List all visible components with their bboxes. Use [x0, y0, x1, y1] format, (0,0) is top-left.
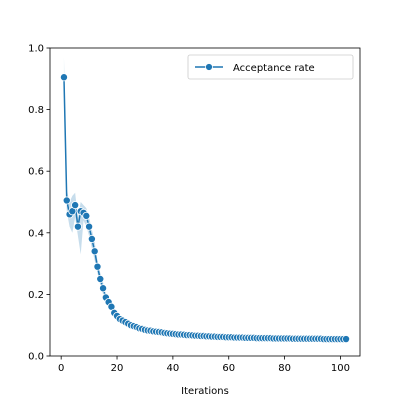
x-tick-label: 80 — [278, 363, 291, 374]
data-point — [73, 222, 82, 231]
x-tick-label: 100 — [331, 363, 350, 374]
data-point — [62, 196, 71, 205]
data-point — [342, 335, 351, 344]
x-axis-ticks: 0 20 40 60 80 100 — [58, 356, 350, 374]
data-point — [71, 201, 80, 210]
y-tick-label: 0.0 — [28, 352, 44, 363]
data-point — [87, 234, 96, 243]
x-tick-label: 60 — [222, 363, 235, 374]
legend-marker-sample — [205, 63, 213, 71]
series-markers — [59, 73, 351, 344]
data-point — [96, 274, 105, 283]
legend: Acceptance rate — [187, 54, 354, 80]
y-tick-label: 1.0 — [28, 44, 44, 55]
y-axis-ticks: 0.0 0.2 0.4 0.6 0.8 1.0 — [28, 44, 50, 363]
data-point — [82, 211, 91, 220]
x-tick-label: 0 — [58, 363, 64, 374]
y-tick-label: 0.6 — [28, 167, 44, 178]
axes-frame — [49, 47, 361, 357]
plot-area — [59, 57, 351, 344]
y-tick-label: 0.2 — [28, 290, 44, 301]
y-tick-label: 0.4 — [28, 228, 44, 239]
legend-box — [187, 54, 354, 80]
data-point — [99, 284, 108, 293]
y-tick-label: 0.8 — [28, 105, 44, 116]
legend-label-acceptance-rate: Acceptance rate — [233, 63, 315, 74]
data-point — [85, 222, 94, 231]
x-tick-label: 40 — [167, 363, 180, 374]
data-point — [59, 73, 68, 82]
x-axis-label: Iterations — [181, 386, 229, 397]
data-point — [90, 247, 99, 256]
x-tick-label: 20 — [111, 363, 124, 374]
data-point — [93, 262, 102, 271]
